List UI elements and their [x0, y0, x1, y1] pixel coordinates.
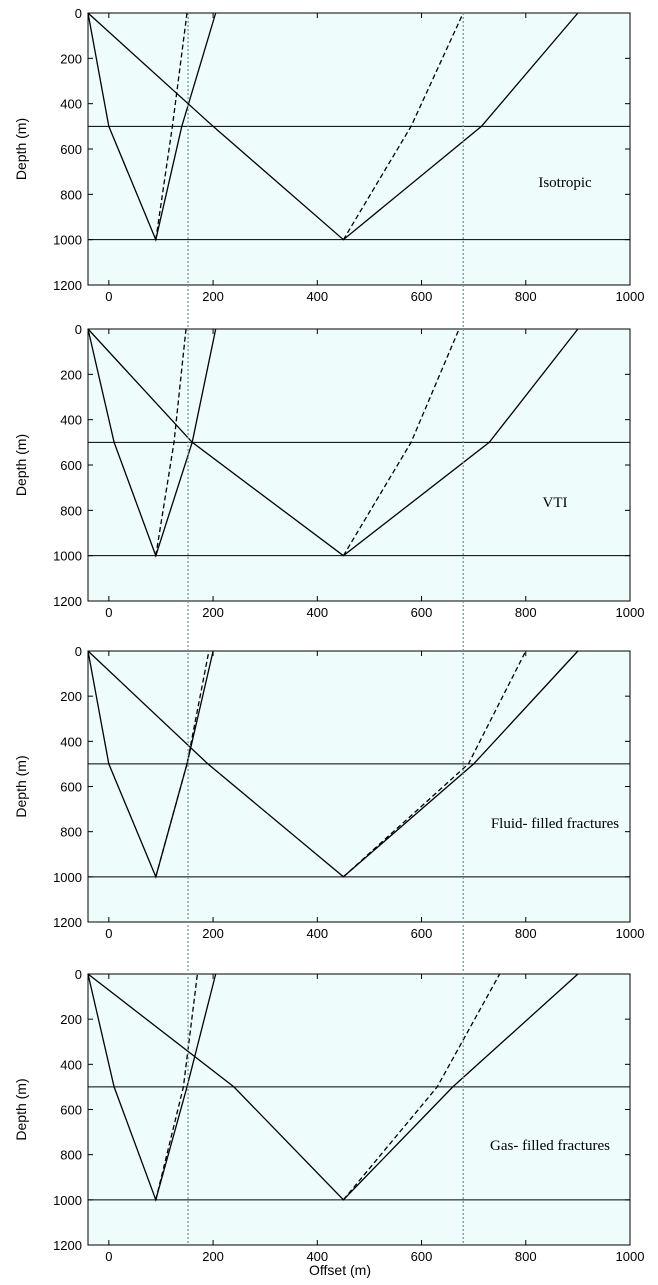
y-tick-label: 1200 — [53, 278, 82, 293]
y-axis-label: Depth (m) — [13, 118, 29, 180]
y-tick-label: 0 — [75, 322, 82, 337]
x-tick-label: 1000 — [616, 289, 645, 304]
ray-dashed-4 — [342, 328, 460, 557]
x-tick-label: 800 — [515, 1249, 537, 1264]
x-tick-label: 0 — [105, 1249, 112, 1264]
x-tick-label: 0 — [105, 289, 112, 304]
y-tick-label: 600 — [60, 780, 82, 795]
panel-annotation: Gas- filled fractures — [490, 1138, 610, 1154]
y-tick-label: 1000 — [53, 1193, 82, 1208]
y-tick-label: 1000 — [53, 233, 82, 248]
ray-dashed-4 — [342, 973, 501, 1201]
x-axis-label: Offset (m) — [309, 1262, 371, 1278]
x-tick-label: 400 — [306, 289, 328, 304]
plot-area — [88, 974, 630, 1245]
ray-dashed-2 — [155, 973, 199, 1200]
panel-3: 0 200 400 600 800 1000 0 200 400 600 800 1000 1200 De… — [13, 644, 644, 941]
x-tick-label: 200 — [202, 926, 224, 941]
x-tick-label: 0 — [105, 605, 112, 620]
y-tick-label: 600 — [60, 142, 82, 157]
y-tick-label: 1000 — [53, 549, 82, 564]
x-tick-label: 800 — [515, 289, 537, 304]
panel-annotation: Isotropic — [538, 175, 592, 191]
plot-area — [88, 329, 630, 601]
x-tick-label: 200 — [202, 1249, 224, 1264]
y-axis-label: Depth (m) — [13, 434, 29, 496]
y-tick-label: 400 — [60, 413, 82, 428]
y-tick-label: 200 — [60, 689, 82, 704]
x-tick-label: 600 — [411, 605, 433, 620]
y-tick-label: 200 — [60, 367, 82, 382]
y-tick-label: 800 — [60, 187, 82, 202]
y-tick-label: 600 — [60, 1103, 82, 1118]
y-axis-label: Depth (m) — [13, 1078, 29, 1140]
y-tick-label: 800 — [60, 1148, 82, 1163]
y-tick-label: 1200 — [53, 915, 82, 930]
x-tick-label: 1000 — [616, 1249, 645, 1264]
x-tick-label: 200 — [202, 605, 224, 620]
x-tick-label: 400 — [306, 926, 328, 941]
x-tick-label: 1000 — [616, 605, 645, 620]
panel-annotation: Fluid- filled fractures — [491, 816, 619, 832]
x-tick-label: 400 — [306, 1249, 328, 1264]
panel-4: 0 200 400 600 800 1000 0 200 400 600 800 1000 1200 De… — [13, 967, 644, 1278]
y-tick-label: 0 — [75, 6, 82, 21]
y-tick-label: 1200 — [53, 594, 82, 609]
ray-dashed-2 — [155, 328, 187, 556]
y-tick-label: 200 — [60, 1012, 82, 1027]
x-tick-label: 600 — [411, 1249, 433, 1264]
panel-annotation: VTI — [543, 495, 568, 511]
x-tick-label: 600 — [411, 289, 433, 304]
x-tick-label: 0 — [105, 926, 112, 941]
y-tick-label: 400 — [60, 1057, 82, 1072]
ray-dashed-2 — [155, 12, 188, 240]
y-tick-label: 800 — [60, 825, 82, 840]
x-tick-label: 800 — [515, 605, 537, 620]
y-tick-label: 400 — [60, 97, 82, 112]
x-tick-label: 1000 — [616, 926, 645, 941]
x-tick-label: 400 — [306, 605, 328, 620]
ray-dashed-4 — [342, 650, 527, 878]
y-tick-label: 200 — [60, 51, 82, 66]
y-tick-label: 600 — [60, 458, 82, 473]
y-tick-label: 400 — [60, 734, 82, 749]
y-axis-label: Depth (m) — [13, 755, 29, 817]
x-tick-label: 200 — [202, 289, 224, 304]
x-tick-label: 600 — [411, 926, 433, 941]
y-tick-label: 1000 — [53, 870, 82, 885]
panel-2: 0 200 400 600 800 1000 0 200 400 600 800 1000 1200 De… — [13, 322, 644, 620]
x-tick-label: 800 — [515, 926, 537, 941]
y-tick-label: 0 — [75, 644, 82, 659]
ray-dashed-4 — [342, 12, 464, 241]
panel-1: 0 200 400 600 800 1000 0 200 400 600 800 1000 1200 De… — [13, 6, 644, 304]
ray-dashed-2 — [155, 650, 210, 877]
y-tick-label: 800 — [60, 503, 82, 518]
plot-area — [88, 651, 630, 922]
y-tick-label: 1200 — [53, 1238, 82, 1253]
y-tick-label: 0 — [75, 967, 82, 982]
